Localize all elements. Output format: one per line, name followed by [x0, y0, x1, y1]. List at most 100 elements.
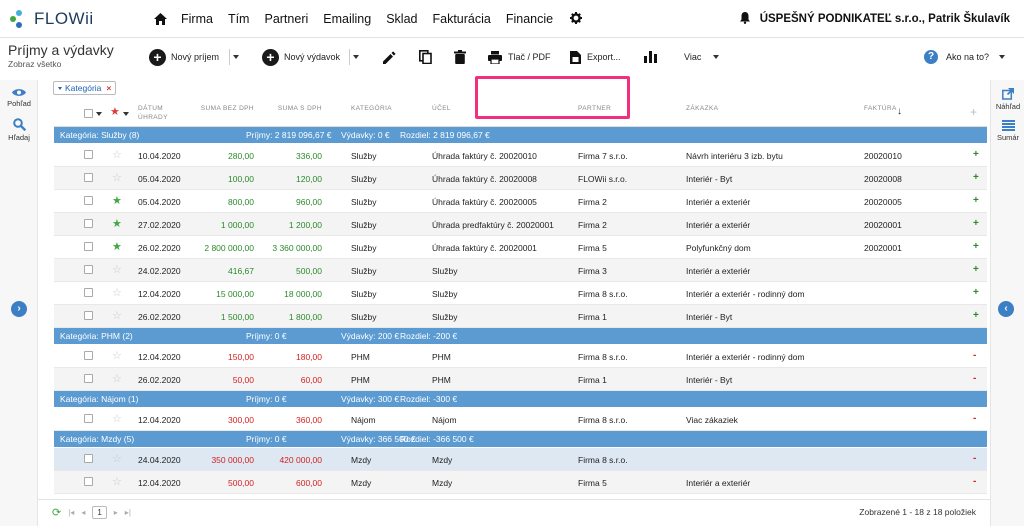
row-checkbox[interactable] [84, 173, 93, 182]
row-checkbox[interactable] [84, 265, 93, 274]
home-icon[interactable] [153, 12, 167, 26]
column-order[interactable]: ZÁKAZKA [686, 105, 719, 112]
row-checkbox[interactable] [84, 477, 93, 486]
statistics-button[interactable] [644, 46, 657, 68]
company-user-menu[interactable]: ÚSPEŠNÝ PODNIKATEĽ s.r.o., Patrik Škulav… [759, 13, 1010, 25]
row-checkbox[interactable] [84, 288, 93, 297]
row-checkbox[interactable] [84, 219, 93, 228]
add-column-icon[interactable]: + [970, 105, 978, 119]
row-checkbox[interactable] [84, 351, 93, 360]
nav-item-fakturacia[interactable]: Fakturácia [432, 11, 491, 26]
income-sign-icon[interactable]: + [973, 310, 979, 321]
view-filter-label[interactable]: Zobraz všetko [8, 59, 62, 69]
next-page-icon[interactable]: ▸ [113, 508, 118, 517]
expense-sign-icon[interactable]: - [973, 453, 977, 464]
print-pdf-button[interactable]: Tlač / PDF [488, 46, 551, 68]
copy-button[interactable] [419, 46, 432, 68]
refresh-icon[interactable]: ⟳ [52, 507, 62, 519]
star-outline-icon[interactable]: ☆ [112, 476, 122, 488]
row-checkbox[interactable] [84, 454, 93, 463]
table-row[interactable]: ☆ 12.04.2020 15 000,00 18 000,00 Služby Služb… [54, 282, 987, 305]
table-row[interactable]: ☆ 05.04.2020 100,00 120,00 Služby Úhrada fakt… [54, 167, 987, 190]
chevron-down-icon[interactable] [123, 112, 129, 116]
export-button[interactable]: Export... [570, 46, 621, 68]
star-filled-icon[interactable]: ★ [112, 195, 122, 207]
view-button[interactable]: Pohľad [0, 88, 38, 108]
new-expense-dropdown[interactable] [349, 49, 361, 65]
star-filter-icon[interactable]: ★ [110, 106, 120, 118]
chevron-down-icon[interactable] [96, 112, 102, 116]
row-checkbox[interactable] [84, 150, 93, 159]
bell-icon[interactable] [739, 12, 750, 26]
table-row[interactable]: ★ 05.04.2020 800,00 960,00 Služby Úhrada fakt… [54, 190, 987, 213]
collapse-right-icon[interactable]: ‹ [998, 301, 1014, 317]
sort-down-arrow-icon[interactable]: ↓ [897, 106, 902, 117]
star-outline-icon[interactable]: ☆ [112, 149, 122, 161]
column-partner[interactable]: PARTNER [578, 105, 612, 112]
first-page-icon[interactable]: |◂ [68, 508, 75, 517]
group-header-row[interactable]: Kategória: Mzdy (5) Príjmy: 0 € Výdavky: 3… [54, 431, 987, 448]
expense-sign-icon[interactable]: - [973, 476, 977, 487]
column-invoice[interactable]: FAKTÚRA [864, 105, 897, 112]
new-income-button[interactable]: + Nový príjem [149, 46, 219, 68]
group-header-row[interactable]: Kategória: PHM (2) Príjmy: 0 € Výdavky: 20… [54, 328, 987, 345]
preview-button[interactable]: Náhľad [991, 88, 1024, 111]
income-sign-icon[interactable]: + [973, 241, 979, 252]
income-sign-icon[interactable]: + [973, 195, 979, 206]
table-row[interactable]: ☆ 24.04.2020 350 000,00 420 000,00 Mzdy Mzdy F… [54, 448, 987, 471]
expense-sign-icon[interactable]: - [973, 413, 977, 424]
summary-button[interactable]: Sumár [991, 120, 1024, 142]
income-sign-icon[interactable]: + [973, 149, 979, 160]
help-button[interactable]: ? Ako na to? [924, 46, 1006, 68]
expand-left-icon[interactable]: › [11, 301, 27, 317]
edit-button[interactable] [383, 46, 396, 68]
select-all-checkbox[interactable] [84, 109, 93, 118]
table-row[interactable]: ☆ 12.04.2020 300,00 360,00 Nájom Nájom Firma 8… [54, 408, 987, 431]
nav-item-emailing[interactable]: Emailing [323, 11, 372, 26]
gear-icon[interactable] [570, 11, 583, 26]
nav-item-tim[interactable]: Tím [227, 11, 250, 26]
star-outline-icon[interactable]: ☆ [112, 453, 122, 465]
row-checkbox[interactable] [84, 242, 93, 251]
table-row[interactable]: ☆ 10.04.2020 280,00 336,00 Služby Úhrada fakt… [54, 144, 987, 167]
column-date[interactable]: DÁTUM ÚHRADY [138, 105, 168, 121]
logo[interactable]: FLOWii [10, 9, 135, 29]
row-checkbox[interactable] [84, 414, 93, 423]
star-outline-icon[interactable]: ☆ [112, 413, 122, 425]
nav-item-sklad[interactable]: Sklad [386, 11, 418, 26]
row-checkbox[interactable] [84, 311, 93, 320]
income-sign-icon[interactable]: + [973, 172, 979, 183]
category-filter-chip[interactable]: Kategória × [53, 81, 117, 95]
star-outline-icon[interactable]: ☆ [112, 287, 122, 299]
income-sign-icon[interactable]: + [973, 264, 979, 275]
star-outline-icon[interactable]: ☆ [112, 310, 122, 322]
search-button[interactable]: Hľadaj [0, 118, 38, 142]
group-header-row[interactable]: Kategória: Služby (8) Príjmy: 2 819 096,6… [54, 127, 987, 144]
table-row[interactable]: ☆ 26.02.2020 1 500,00 1 800,00 Služby Služby F… [54, 305, 987, 328]
table-row[interactable]: ☆ 24.02.2020 416,67 500,00 Služby Služby Firma… [54, 259, 987, 282]
table-row[interactable]: ☆ 12.04.2020 500,00 600,00 Mzdy Mzdy Firma 5 In… [54, 471, 987, 494]
table-row[interactable]: ★ 26.02.2020 2 800 000,00 3 360 000,00 Služb… [54, 236, 987, 259]
nav-item-firma[interactable]: Firma [181, 11, 213, 26]
row-checkbox[interactable] [84, 196, 93, 205]
last-page-icon[interactable]: ▸| [124, 508, 131, 517]
nav-item-partneri[interactable]: Partneri [264, 11, 309, 26]
income-sign-icon[interactable]: + [973, 287, 979, 298]
income-sign-icon[interactable]: + [973, 218, 979, 229]
page-number-input[interactable]: 1 [92, 506, 107, 519]
nav-item-financie[interactable]: Financie [505, 11, 554, 26]
column-purpose[interactable]: ÚČEL [432, 105, 451, 112]
column-sum-vat[interactable]: SUMA S DPH [277, 105, 322, 112]
close-icon[interactable]: × [106, 83, 112, 93]
star-outline-icon[interactable]: ☆ [112, 264, 122, 276]
new-income-dropdown[interactable] [229, 49, 241, 65]
delete-button[interactable] [454, 46, 466, 68]
prev-page-icon[interactable]: ◂ [81, 508, 86, 517]
expense-sign-icon[interactable]: - [973, 373, 977, 384]
star-filled-icon[interactable]: ★ [112, 241, 122, 253]
star-outline-icon[interactable]: ☆ [112, 350, 122, 362]
row-checkbox[interactable] [84, 374, 93, 383]
expense-sign-icon[interactable]: - [973, 350, 977, 361]
star-filled-icon[interactable]: ★ [112, 218, 122, 230]
more-menu[interactable]: Viac [684, 46, 720, 68]
